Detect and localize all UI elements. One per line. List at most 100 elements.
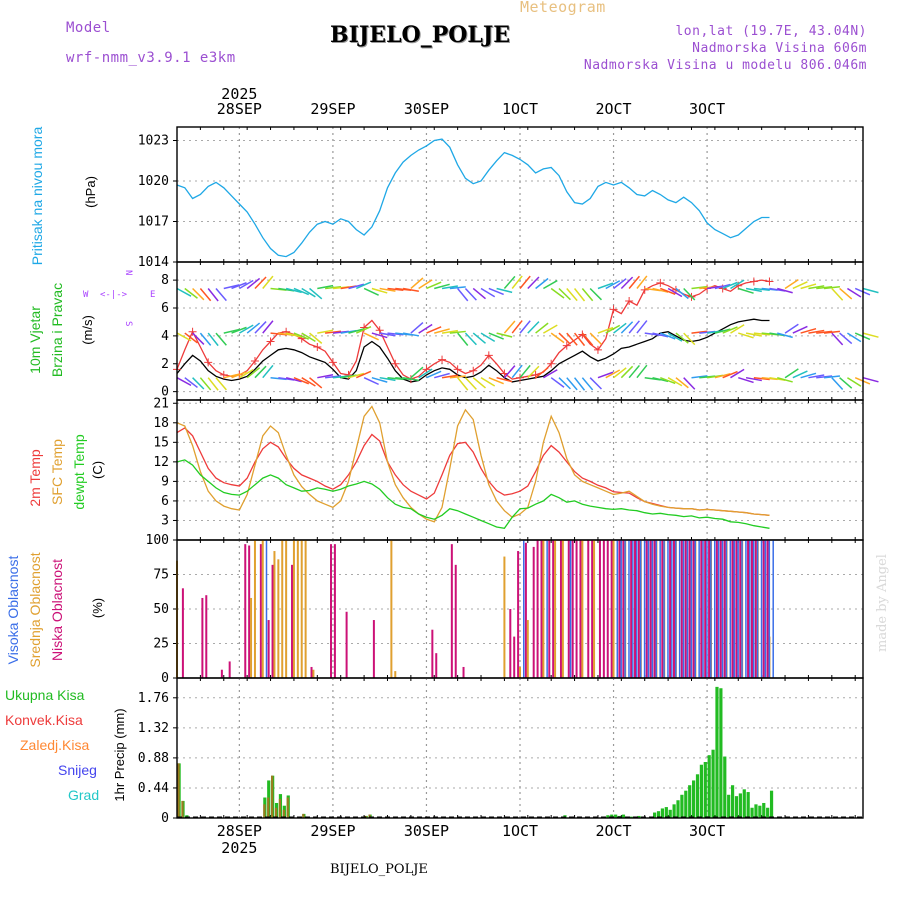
wind-barb [714, 283, 731, 290]
wind-barb [262, 275, 274, 289]
mid-cloud-bar [519, 666, 521, 678]
pressure-unit: (hPa) [83, 176, 98, 208]
wind-barb [215, 332, 227, 346]
total-precip-bar [637, 815, 641, 818]
wind-barb [862, 332, 879, 338]
wind-unit: (m/s) [80, 315, 95, 345]
wind-barb [262, 364, 274, 379]
wind-barb [652, 332, 669, 338]
wind-barb [472, 287, 487, 300]
y-tick-label: 75 [153, 568, 169, 583]
wind-barb [449, 330, 466, 334]
wind-barb [831, 287, 844, 301]
wind-barb [441, 329, 458, 334]
wind-barb [207, 288, 219, 302]
wind-barb [636, 364, 648, 379]
wind-barb [519, 364, 531, 379]
wind-barb [192, 287, 205, 301]
low-cloud-bar [708, 540, 711, 678]
wind-barb [636, 275, 648, 289]
wind-barb [379, 287, 396, 292]
total-precip-bar [727, 794, 731, 818]
low-cloud-bar [747, 540, 750, 678]
y-tick-label: 15 [153, 435, 169, 450]
wind-barb [402, 287, 419, 292]
low-cloud-bar [598, 540, 601, 678]
wind-barb [573, 377, 586, 391]
low-cloud-bar [700, 540, 703, 678]
low-cloud-bar [548, 540, 551, 678]
total-precip-bar [614, 814, 618, 818]
wind-barb [558, 377, 571, 390]
high-cloud-bar [667, 540, 669, 678]
wind-barb [246, 322, 261, 334]
low-cloud-bar [610, 540, 613, 678]
y-tick-label: 0 [161, 385, 169, 400]
wind-barb [355, 326, 372, 334]
wind-barb [301, 287, 316, 298]
series-speed [176, 318, 770, 383]
wind-barb [371, 376, 388, 383]
panel-frame [176, 677, 864, 819]
low-cloud-bar [684, 540, 687, 678]
low-cloud-bar [591, 540, 594, 678]
wind-barb [738, 332, 754, 339]
wind-barb [605, 324, 621, 334]
low-cloud-bar [559, 540, 562, 678]
high-cloud-bar [659, 540, 661, 678]
precip-legend-2: Zaledj.Kisa [20, 737, 89, 753]
wind-barb [480, 377, 496, 387]
total-precip-bar [699, 764, 703, 818]
wind-barb [792, 325, 808, 334]
high-cloud-bar [713, 540, 716, 678]
precip-legend-1: Konvek.Kisa [5, 712, 83, 728]
top-day-label: 29SEP [310, 100, 355, 118]
wind-barb [503, 320, 516, 334]
watermark: made by Angel [875, 554, 890, 652]
high-cloud-bar [671, 540, 673, 678]
wind-barb [784, 323, 799, 334]
gust-marker [749, 277, 758, 286]
wind-barb [223, 284, 240, 290]
y-tick-label: 0 [161, 811, 169, 826]
low-cloud-bar [571, 540, 574, 678]
wind-barb [816, 286, 833, 290]
gust-marker [765, 277, 774, 286]
gust-marker [640, 285, 649, 294]
wind-barb [800, 283, 817, 290]
wind-barb [176, 332, 192, 342]
high-cloud-bar [710, 540, 712, 678]
wind-barb [847, 332, 862, 343]
wind-barb [231, 371, 247, 379]
high-cloud-bar [737, 540, 739, 678]
panel-frame [176, 399, 864, 541]
series-tsfc [176, 405, 770, 523]
gust-marker [469, 366, 478, 375]
wind-barb [714, 373, 731, 379]
high-cloud-bar [620, 540, 622, 678]
wind-barb [293, 377, 310, 385]
high-cloud-bar [655, 540, 658, 678]
conv-precip-bar [368, 814, 371, 818]
wind-barb [722, 281, 738, 290]
gust-marker [375, 326, 384, 335]
low-cloud-bar [673, 540, 676, 678]
low-cloud-bar [244, 544, 247, 678]
wind-barb [207, 377, 219, 391]
wind-barb [207, 332, 219, 347]
y-tick-label: 50 [153, 602, 169, 617]
wind-barb [285, 332, 302, 338]
conv-precip-bar [278, 798, 282, 818]
y-tick-label: 0.44 [138, 781, 169, 796]
model-name: wrf-nmm_v3.9.1 e3km [66, 50, 236, 66]
y-tick-label: 0.88 [138, 751, 169, 766]
wind-barb [660, 332, 676, 340]
wind-barb [503, 365, 516, 379]
wind-barb [675, 377, 689, 389]
wind-barb [573, 288, 586, 302]
high-cloud-bar [523, 540, 525, 678]
mid-cloud-bar [250, 597, 253, 678]
wind-barb [831, 332, 844, 346]
wind-barb [325, 375, 342, 379]
bottom-day-label: 30SEP [404, 822, 449, 840]
